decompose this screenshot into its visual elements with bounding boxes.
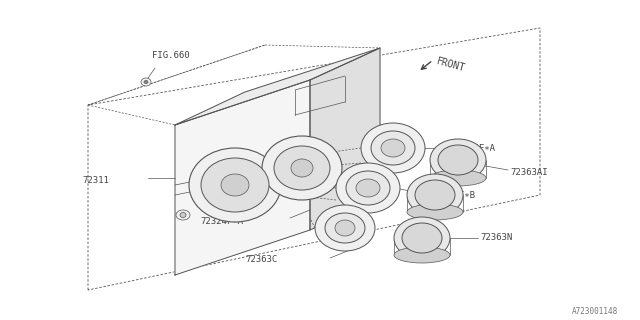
Ellipse shape (430, 139, 486, 181)
Ellipse shape (274, 146, 330, 190)
Ellipse shape (291, 159, 313, 177)
Ellipse shape (361, 123, 425, 173)
Ellipse shape (315, 205, 375, 251)
Ellipse shape (336, 163, 400, 213)
Ellipse shape (394, 247, 450, 263)
Polygon shape (310, 48, 380, 230)
Polygon shape (175, 80, 310, 275)
Ellipse shape (371, 131, 415, 165)
Ellipse shape (189, 148, 281, 222)
Ellipse shape (407, 204, 463, 220)
Ellipse shape (141, 78, 151, 86)
Ellipse shape (325, 213, 365, 243)
Ellipse shape (415, 180, 455, 210)
Text: 72324F∗A: 72324F∗A (200, 218, 243, 227)
Text: 72363AI: 72363AI (510, 167, 548, 177)
Text: 72311: 72311 (82, 175, 109, 185)
Ellipse shape (381, 139, 405, 157)
Text: 72324F∗B: 72324F∗B (432, 190, 475, 199)
Text: 72324F∗A: 72324F∗A (452, 143, 495, 153)
Ellipse shape (394, 217, 450, 259)
Ellipse shape (346, 171, 390, 205)
Polygon shape (175, 48, 380, 125)
Ellipse shape (430, 170, 486, 186)
Ellipse shape (402, 223, 442, 253)
Text: FIG.660: FIG.660 (152, 51, 189, 60)
Text: 72363C: 72363C (245, 255, 277, 265)
Ellipse shape (407, 174, 463, 216)
Ellipse shape (201, 158, 269, 212)
Ellipse shape (356, 179, 380, 197)
Ellipse shape (262, 136, 342, 200)
Ellipse shape (335, 220, 355, 236)
Text: 72363N: 72363N (480, 234, 512, 243)
Ellipse shape (144, 81, 148, 84)
Text: A723001148: A723001148 (572, 307, 618, 316)
Ellipse shape (438, 145, 478, 175)
Text: FRONT: FRONT (435, 56, 466, 74)
Ellipse shape (221, 174, 249, 196)
Ellipse shape (180, 212, 186, 218)
Ellipse shape (176, 210, 190, 220)
